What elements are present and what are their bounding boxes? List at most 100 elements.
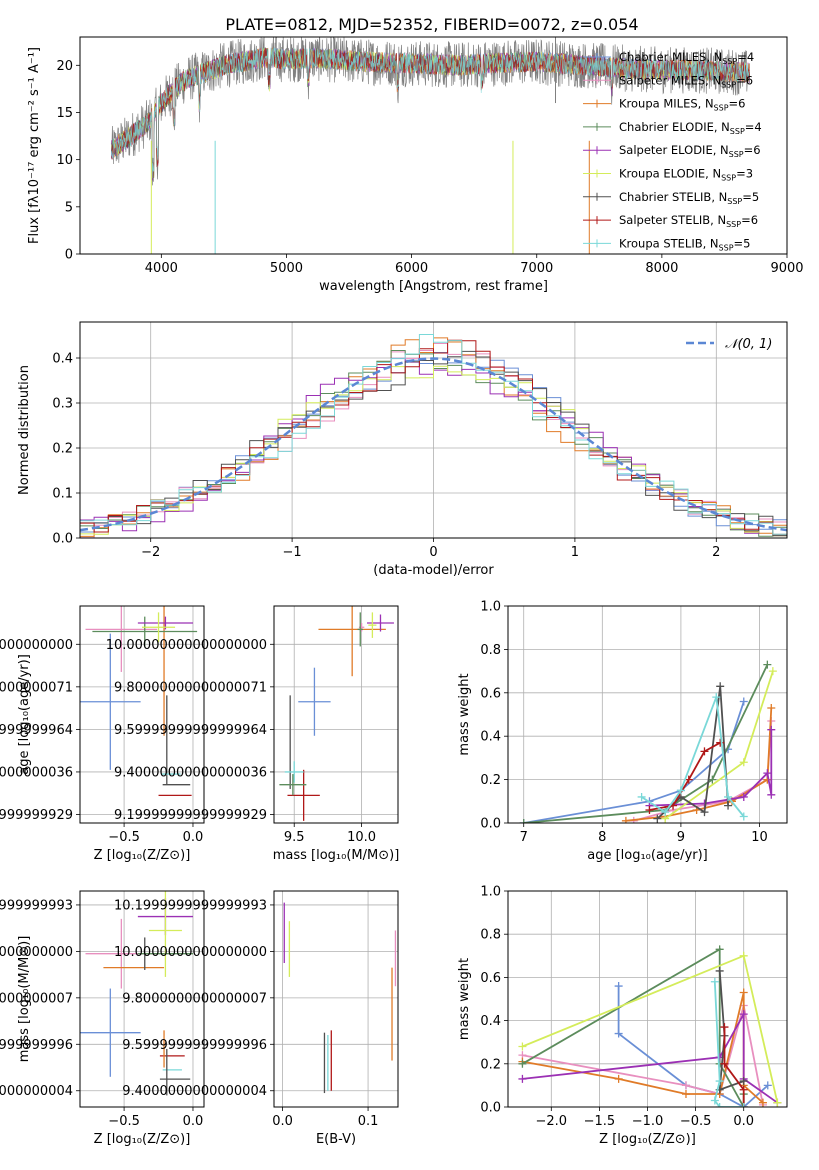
legend-entry: Chabrier MILES, NSSP=4	[619, 50, 754, 66]
grid-lines	[508, 605, 787, 824]
histogram-krou_stelib	[80, 334, 787, 538]
x-tick-label: −2.0	[536, 1114, 568, 1129]
errorbar-point-chab_miles	[298, 667, 331, 736]
series-marker-krou_elodie	[739, 758, 748, 767]
series-marker-krou_miles	[767, 703, 776, 712]
x-axis-label: E(B-V)	[316, 1132, 356, 1147]
series-line-krou_miles	[522, 992, 764, 1104]
series-marker-krou_stelib	[710, 977, 719, 986]
y-axis-label: Flux [fλ10⁻¹⁷ erg cm⁻² s⁻¹ A⁻¹]	[27, 47, 42, 244]
x-axis-label: Z [log₁₀(Z/Z⊙)]	[94, 1132, 191, 1147]
x-tick-label: 7	[520, 830, 528, 845]
y-tick-label: 5	[65, 200, 73, 215]
y-tick-label: 9.5999999999999996	[122, 1038, 267, 1053]
axes-frame	[79, 321, 788, 539]
plot-area	[80, 891, 193, 1096]
series-marker-krou_elodie	[739, 951, 748, 960]
y-tick-label: 0.0	[480, 817, 501, 832]
grid-lines	[274, 606, 398, 823]
legend-sub: SSP	[730, 127, 745, 136]
y-tick-label: 0.8	[480, 643, 501, 658]
y-tick-label: 0.3	[52, 397, 73, 412]
series-line-krou_stelib	[641, 696, 745, 818]
axes-frame	[79, 890, 205, 1108]
y-tick-label: 0.8	[480, 928, 501, 943]
series-marker-chab_miles	[614, 982, 623, 991]
y-tick-label: 9.40000000000000036	[0, 765, 73, 780]
x-axis-label: Z [log₁₀(Z/Z⊙)]	[94, 848, 191, 863]
x-tick-label: 0.0	[183, 830, 204, 845]
x-axis-label: mass [log₁₀(M/M⊙)]	[273, 848, 400, 863]
chart-age-vs-mass: 9.5 10.0 9.19999999999999929 9.400000000000…	[106, 605, 400, 863]
series-marker-salp_stelib	[645, 805, 654, 814]
errorbar-point-krou_elodie	[368, 612, 377, 638]
y-tick-label: 10.00000000000000000	[106, 638, 267, 653]
errorbar-point-chab_elodie	[279, 774, 307, 796]
plot-area	[279, 606, 394, 821]
legend-sub: SSP	[721, 174, 736, 183]
legend-tail: =5	[742, 190, 759, 204]
y-tick-label: 10.0000000000000000	[0, 945, 73, 960]
series-marker-chab_stelib	[716, 682, 725, 691]
x-tick-label: 4000	[145, 261, 178, 276]
figure-title: PLATE=0812, MJD=52352, FIBERID=0072, z=0…	[225, 15, 638, 34]
grid-lines	[274, 891, 398, 1107]
legend-entry: Chabrier ELODIE, NSSP=4	[619, 120, 762, 136]
legend-tail: =6	[741, 213, 758, 227]
x-tick-label: −0.5	[680, 1114, 712, 1129]
axes-frame	[507, 890, 788, 1108]
legend-text: Salpeter ELODIE, N	[619, 143, 729, 157]
y-tick-label: 9.59999999999999964	[0, 723, 73, 738]
x-tick-label: 9	[677, 830, 685, 845]
y-tick-label: 9.5999999999999996	[0, 1038, 73, 1053]
series-marker-salp_stelib	[684, 775, 693, 784]
errorbar-point-krou_elodie	[142, 612, 176, 643]
x-axis-label: age [log₁₀(age/yr)]	[587, 848, 708, 863]
grid-lines	[80, 891, 204, 1107]
series-line-salp_elodie	[649, 729, 773, 807]
legend-tail: =6	[736, 73, 753, 87]
y-tick-label: 9.40000000000000036	[114, 765, 267, 780]
y-tick-label: 0	[65, 248, 73, 263]
x-tick-label: 10.0	[347, 830, 376, 845]
series-marker-chab_elodie	[519, 819, 528, 823]
x-tick-label: 0	[429, 545, 437, 560]
axes-frame	[79, 36, 788, 255]
y-tick-label: 0.1	[52, 487, 73, 502]
x-tick-label: −1.5	[584, 1114, 616, 1129]
series-marker-krou_elodie	[768, 667, 777, 676]
y-tick-label: 9.80000000000000071	[114, 680, 267, 695]
plot-area	[80, 334, 787, 538]
errorbar-point-salp_elodie	[367, 614, 394, 632]
errorbar-point-chab_miles	[80, 633, 141, 770]
grid-lines	[508, 890, 787, 1108]
x-tick-label: −1	[283, 545, 302, 560]
series-marker-krou_elodie	[773, 1098, 782, 1107]
errorbar-point-krou_elodie	[148, 891, 182, 977]
legend-sub: SSP	[719, 243, 734, 252]
series-line-salp_stelib	[723, 1027, 745, 1107]
x-axis-label: (data-model)/error	[373, 563, 494, 578]
axes-frame	[507, 605, 788, 824]
chart-mass-weight-vs-Z: −2.0 −1.5 −1.0 −0.5 0.0 0.0 0.2 0.4 0.6 0.8 1.0 Z […	[457, 885, 788, 1147]
series-marker-chab_miles	[739, 697, 748, 706]
series-marker-salp_stelib	[700, 747, 709, 756]
errorbar-point-salp_miles	[85, 606, 158, 672]
legend-entry: Salpeter MILES, NSSP=6	[619, 73, 753, 89]
series-marker-chab_stelib	[700, 808, 709, 817]
x-tick-label: 0.0	[733, 1114, 754, 1129]
x-tick-label: 5000	[270, 261, 303, 276]
y-tick-label: 0.4	[480, 1014, 501, 1029]
x-tick-label: 0.1	[358, 1114, 379, 1129]
x-tick-label: 7000	[520, 261, 553, 276]
series-marker-krou_miles	[739, 988, 748, 997]
chart-age-vs-Z: −0.5 0.0 9.19999999999999929 9.400000000000…	[0, 605, 205, 863]
legend-text: Salpeter MILES, N	[619, 73, 721, 87]
legend-entry: Kroupa STELIB, NSSP=5	[619, 236, 750, 252]
model-spectrum-krou_stelib	[111, 47, 750, 179]
chart-mass-vs-ebv: 0.0 0.1 9.4000000000000004 9.59999999999999…	[114, 890, 399, 1147]
y-axis-label: mass weight	[457, 958, 472, 1040]
legend-entry: Salpeter ELODIE, NSSP=6	[619, 143, 761, 159]
legend-entry: Salpeter STELIB, NSSP=6	[619, 213, 758, 229]
series-marker-salp_elodie	[767, 790, 776, 799]
